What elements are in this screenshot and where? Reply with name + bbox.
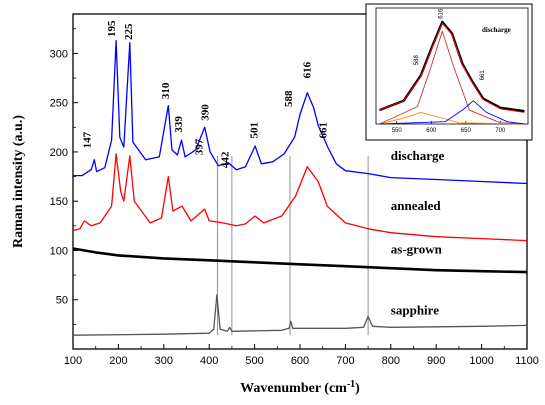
- inset-peak-label: 588: [414, 55, 420, 66]
- series-label-as-grown: as-grown: [391, 241, 443, 256]
- x-tick-label: 900: [427, 355, 445, 367]
- x-tick-label: 1000: [469, 355, 493, 367]
- inset-peak-label: 661: [480, 70, 486, 81]
- peak-label: 397: [193, 138, 205, 155]
- series-line-annealed: [72, 153, 528, 242]
- y-tick-label: 100: [50, 245, 68, 257]
- series-line-discharge: [73, 39, 528, 185]
- inset-series-661: [379, 100, 525, 125]
- series-line-sapphire: [72, 294, 528, 336]
- inset-peak-label: 616: [438, 8, 444, 19]
- inset-x-tick-label: 650: [461, 128, 472, 134]
- peak-label: 661: [317, 122, 329, 139]
- x-tick-label: 600: [291, 355, 309, 367]
- inset-plot-area: 550 600 650 700 discharge 616 588 661: [365, 3, 533, 141]
- series-label-annealed: annealed: [391, 198, 442, 213]
- y-axis-label: Raman intensity (a.u.): [11, 115, 26, 248]
- series-label-discharge: discharge: [391, 148, 445, 163]
- inset-x-tick-label: 550: [392, 128, 403, 134]
- main-plot-area: 100 200 300 400 500 600 700 800 900 1000 1100 50 100…: [11, 13, 539, 396]
- inset-series-label: discharge: [482, 26, 511, 34]
- peak-label: 390: [199, 104, 211, 121]
- x-tick-label: 800: [382, 355, 400, 367]
- y-tick-label: 50: [56, 295, 68, 307]
- peak-label: 195: [106, 20, 118, 37]
- y-tick-label: 200: [50, 147, 68, 159]
- x-tick-label: 100: [64, 355, 82, 367]
- x-tick-label: 400: [200, 355, 218, 367]
- peak-label: 442: [219, 151, 231, 168]
- x-tick-label: 1100: [515, 355, 539, 367]
- y-tick-label: 150: [50, 196, 68, 208]
- peak-label: 225: [123, 23, 135, 40]
- inset-series-fit: [379, 22, 525, 113]
- peak-label: 147: [81, 131, 93, 148]
- inset-x-tick-label: 700: [495, 128, 506, 134]
- x-tick-label: 700: [336, 355, 354, 367]
- y-tick-label: 300: [50, 48, 68, 60]
- inset-series-588: [379, 111, 525, 125]
- x-axis-label: Wavenumber (cm-1): [240, 379, 360, 396]
- x-tick-label: 300: [155, 355, 173, 367]
- x-tick-label: 200: [109, 355, 127, 367]
- peak-label: 501: [248, 122, 260, 139]
- inset-x-tick-label: 600: [426, 128, 437, 134]
- peak-label: 616: [301, 61, 313, 78]
- x-tick-label: 500: [245, 355, 263, 367]
- peak-label: 310: [160, 82, 172, 99]
- peak-label: 339: [173, 116, 185, 133]
- series-line-as-grown: [72, 247, 528, 274]
- y-tick-label: 250: [50, 98, 68, 110]
- peak-label: 588: [283, 90, 295, 107]
- inset-series-616: [379, 30, 525, 125]
- inset-plot-frame: [375, 7, 529, 125]
- series-label-sapphire: sapphire: [391, 303, 439, 318]
